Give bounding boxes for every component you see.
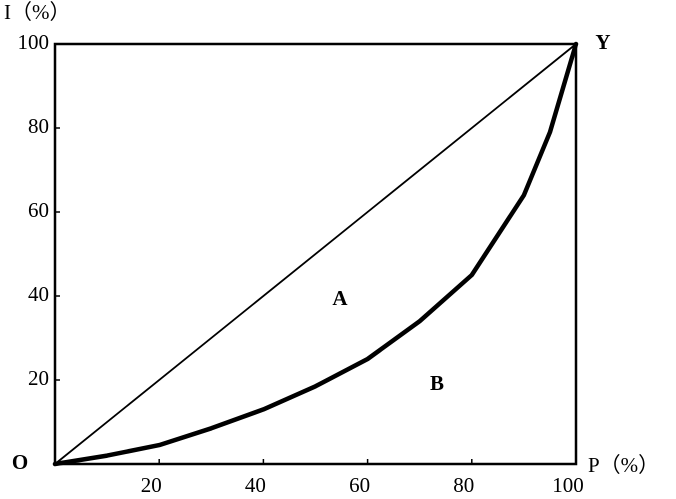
x-tick-label: 20 [141, 473, 162, 497]
x-tick-label: 60 [349, 473, 370, 497]
y-tick-label: 60 [28, 198, 49, 222]
y-axis-label: I（%） [4, 0, 71, 24]
y-tick-label: 100 [18, 30, 50, 54]
annotation: A [332, 286, 348, 310]
x-tick-label: 40 [245, 473, 266, 497]
x-tick-label: 80 [453, 473, 474, 497]
annotation: O [12, 450, 28, 474]
annotation: Y [595, 30, 610, 54]
series-line [52, 41, 579, 467]
y-tick-label: 40 [28, 282, 49, 306]
x-axis-label: P（%） [588, 453, 659, 477]
plot-frame [53, 42, 578, 466]
annotation: B [430, 371, 444, 395]
x-tick-label: 100 [552, 473, 584, 497]
series-line [54, 43, 577, 465]
y-tick-label: 80 [28, 114, 49, 138]
y-tick-label: 20 [28, 366, 49, 390]
